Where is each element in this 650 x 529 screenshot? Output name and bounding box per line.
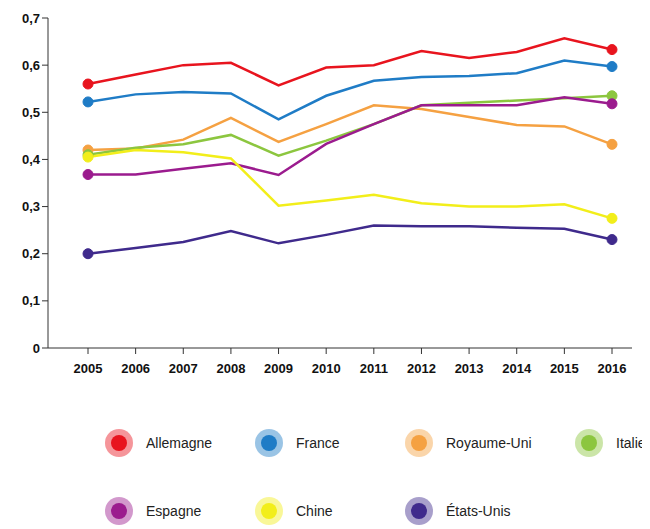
svg-text:2010: 2010	[312, 361, 341, 376]
html-text:Royaume-Uni: Royaume-Uni	[446, 435, 532, 451]
html-text:Espagne: Espagne	[146, 503, 202, 519]
svg-text:2016: 2016	[598, 361, 627, 376]
html-text:Chine: Chine	[296, 503, 333, 519]
svg-text:2015: 2015	[550, 361, 579, 376]
html-text:France: France	[296, 435, 340, 451]
svg-text:2006: 2006	[121, 361, 150, 376]
html-text:Allemagne: Allemagne	[146, 435, 213, 451]
svg-text:2012: 2012	[407, 361, 436, 376]
svg-text:2008: 2008	[216, 361, 245, 376]
svg-text:2005: 2005	[74, 361, 103, 376]
svg-text:0,7: 0,7	[22, 11, 40, 26]
svg-text:0,2: 0,2	[22, 246, 40, 261]
svg-text:0,1: 0,1	[22, 293, 40, 308]
svg-text:0,4: 0,4	[22, 152, 41, 167]
html-text:Italie: Italie	[616, 435, 646, 451]
svg-text:0,3: 0,3	[22, 199, 40, 214]
svg-text:2014: 2014	[502, 361, 532, 376]
html-text:États-Unis: États-Unis	[446, 503, 511, 519]
svg-text:0: 0	[33, 341, 40, 356]
svg-text:0,5: 0,5	[22, 105, 40, 120]
svg-text:2007: 2007	[169, 361, 198, 376]
svg-text:2013: 2013	[455, 361, 484, 376]
svg-text:0,6: 0,6	[22, 58, 40, 73]
svg-text:2009: 2009	[264, 361, 293, 376]
svg-text:2011: 2011	[360, 361, 388, 376]
